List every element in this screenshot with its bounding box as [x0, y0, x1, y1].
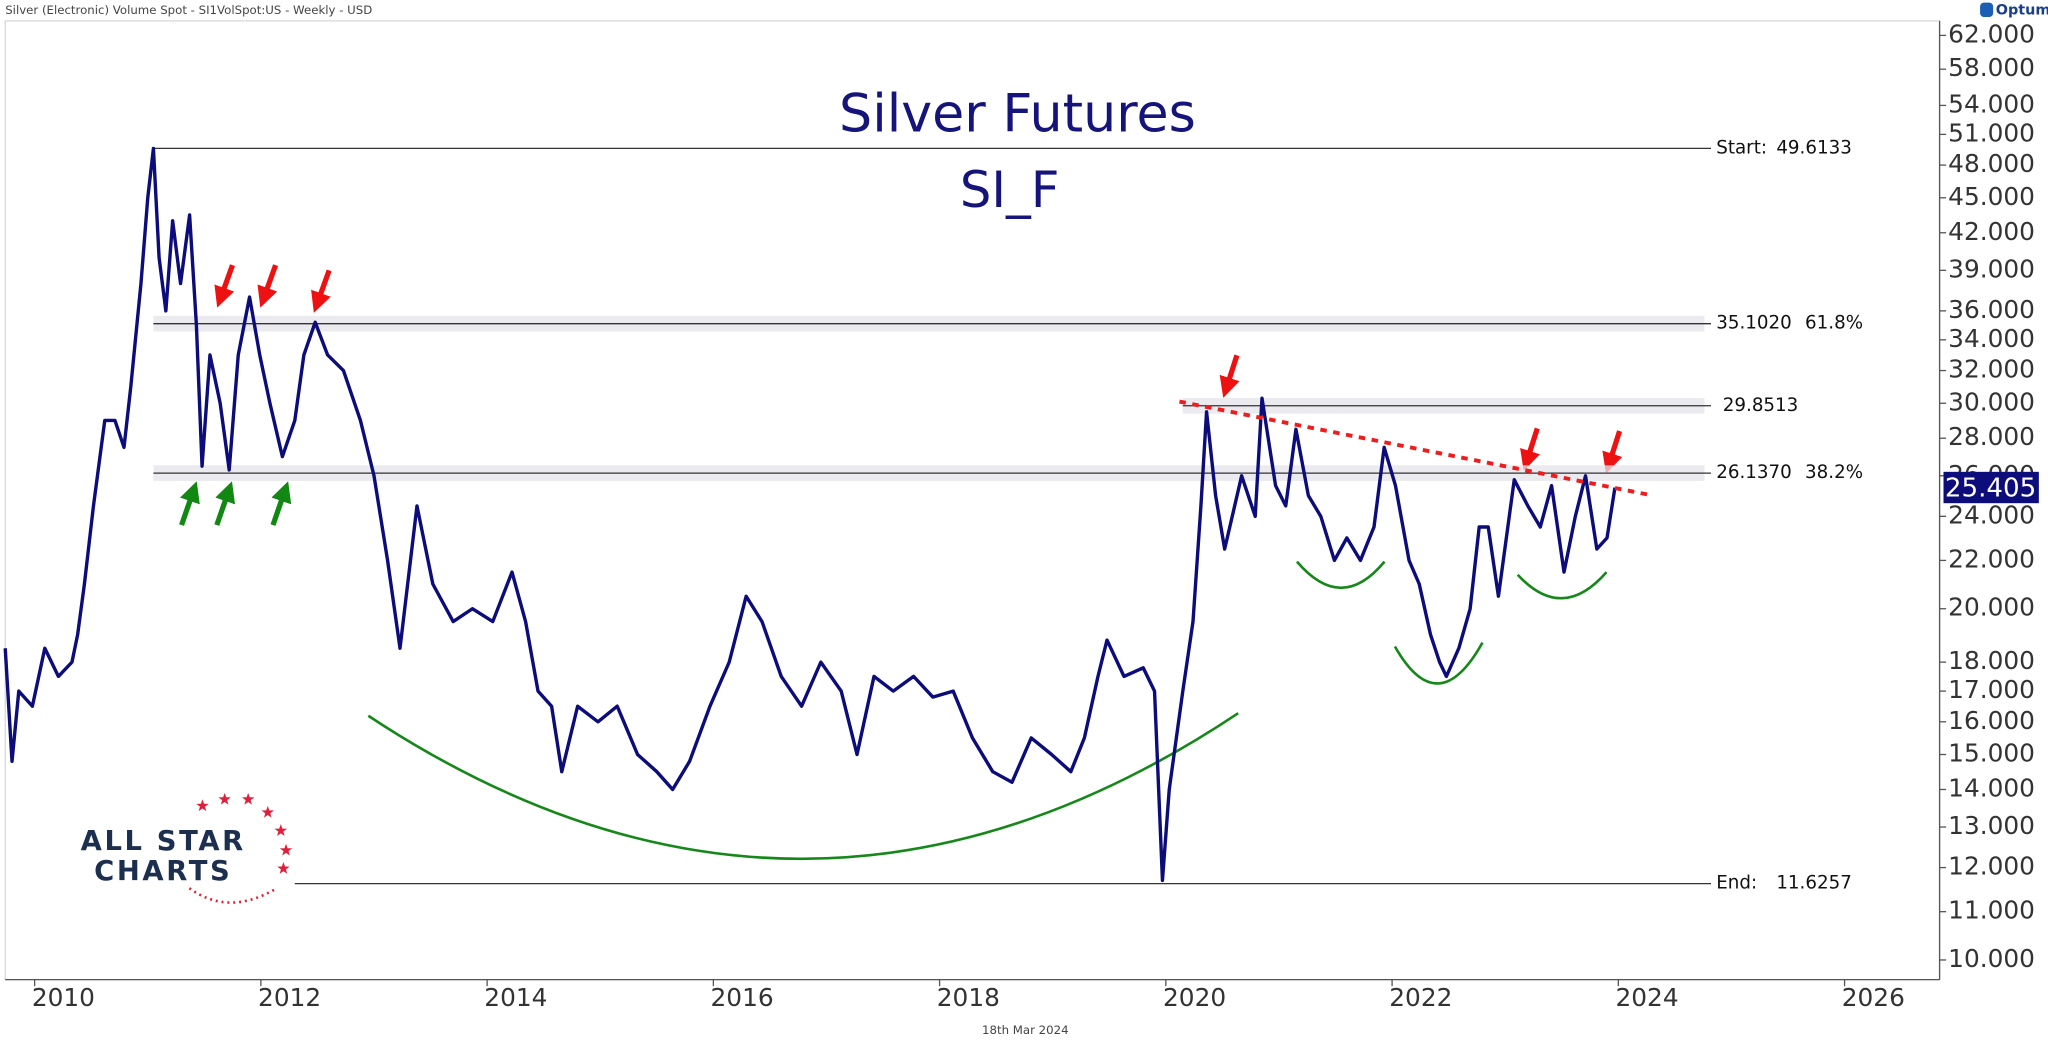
trendline — [1179, 399, 1654, 498]
level-name: End: — [1716, 873, 1757, 894]
y-tick-label: 20.000 — [1948, 593, 2035, 622]
y-tick-label: 16.000 — [1948, 706, 2035, 735]
y-tick-label: 12.000 — [1948, 852, 2035, 881]
last-price-tag — [1943, 471, 2039, 504]
logo-star — [274, 824, 288, 836]
arrow — [1520, 427, 1540, 472]
x-tick-label: 2018 — [937, 983, 1000, 1012]
arrow — [1219, 354, 1240, 398]
arrow — [214, 264, 235, 308]
y-tick-label: 62.000 — [1948, 19, 2035, 48]
x-tick-label: 2022 — [1389, 983, 1452, 1012]
green-arrows — [179, 481, 292, 526]
y-tick-label: 51.000 — [1948, 118, 2035, 147]
logo-star — [279, 843, 293, 856]
y-tick-label: 11.000 — [1948, 896, 2035, 925]
logo-star — [261, 805, 275, 818]
arrow — [257, 264, 279, 308]
y-tick-label: 45.000 — [1948, 182, 2035, 211]
logo-star — [218, 792, 231, 805]
y-tick-label: 17.000 — [1948, 675, 2035, 704]
level-percent: 38.2% — [1805, 462, 1863, 483]
level-name: Start: — [1716, 137, 1767, 158]
y-tick-label: 32.000 — [1948, 355, 2035, 384]
x-tick-label: 2010 — [32, 983, 95, 1012]
arrow — [214, 481, 236, 526]
y-tick-label: 48.000 — [1948, 149, 2035, 178]
last-price-label: 25.405 — [1945, 473, 2036, 503]
base-arc — [367, 712, 1239, 861]
price-line — [3, 146, 1617, 883]
y-tick-label: 30.000 — [1948, 387, 2035, 416]
arrow — [311, 269, 332, 313]
arc — [1516, 571, 1608, 600]
y-tick-label: 34.000 — [1948, 324, 2035, 353]
logo: ALL STAR CHARTS — [81, 792, 293, 904]
y-tick-label: 10.000 — [1948, 944, 2035, 973]
y-tick-label: 18.000 — [1948, 646, 2035, 675]
y-tick-label: 22.000 — [1948, 544, 2035, 573]
arrow — [270, 481, 292, 526]
x-tick-label: 2020 — [1163, 983, 1226, 1012]
y-tick-label: 13.000 — [1948, 811, 2035, 840]
logo-dots — [188, 887, 278, 904]
x-tick-label: 2024 — [1616, 983, 1679, 1012]
logo-star — [277, 862, 290, 874]
logo-text: CHARTS — [94, 856, 232, 887]
arrow — [1602, 430, 1623, 474]
y-tick-label: 15.000 — [1948, 739, 2035, 768]
y-tick-label: 42.000 — [1948, 217, 2035, 246]
level-value: 11.6257 — [1776, 873, 1852, 894]
footer-date: 18th Mar 2024 — [982, 1023, 1069, 1037]
level-value: 29.8513 — [1723, 395, 1799, 416]
arrow — [179, 481, 200, 526]
level-value: 35.1020 — [1716, 313, 1792, 334]
chart-header: Silver (Electronic) Volume Spot - SI1Vol… — [5, 3, 372, 17]
y-tick-label: 24.000 — [1948, 500, 2035, 529]
logo-star — [241, 792, 255, 805]
arc — [1295, 560, 1386, 589]
level-value: 49.6133 — [1776, 137, 1852, 158]
x-tick-label: 2014 — [484, 983, 547, 1012]
x-tick-label: 2012 — [258, 983, 321, 1012]
x-tick-label: 2026 — [1842, 983, 1905, 1012]
brand-icon — [1980, 2, 1994, 17]
arc — [1393, 641, 1484, 685]
y-tick-label: 36.000 — [1948, 295, 2035, 324]
x-tick-label: 2016 — [711, 983, 774, 1012]
y-tick-label: 14.000 — [1948, 773, 2035, 802]
red-arrows — [214, 264, 1623, 474]
logo-star — [196, 799, 209, 812]
chart-title: Silver Futures — [839, 85, 1196, 145]
level-value: 26.1370 — [1716, 462, 1792, 483]
logo-text: ALL STAR — [81, 826, 246, 857]
y-tick-label: 28.000 — [1948, 422, 2035, 451]
y-tick-label: 39.000 — [1948, 254, 2035, 283]
y-tick-label: 54.000 — [1948, 89, 2035, 118]
level-percent: 61.8% — [1805, 313, 1863, 334]
chart-subtitle: SI_F — [960, 161, 1060, 219]
brand: Optuma — [1996, 2, 2048, 18]
y-tick-label: 58.000 — [1948, 53, 2035, 82]
